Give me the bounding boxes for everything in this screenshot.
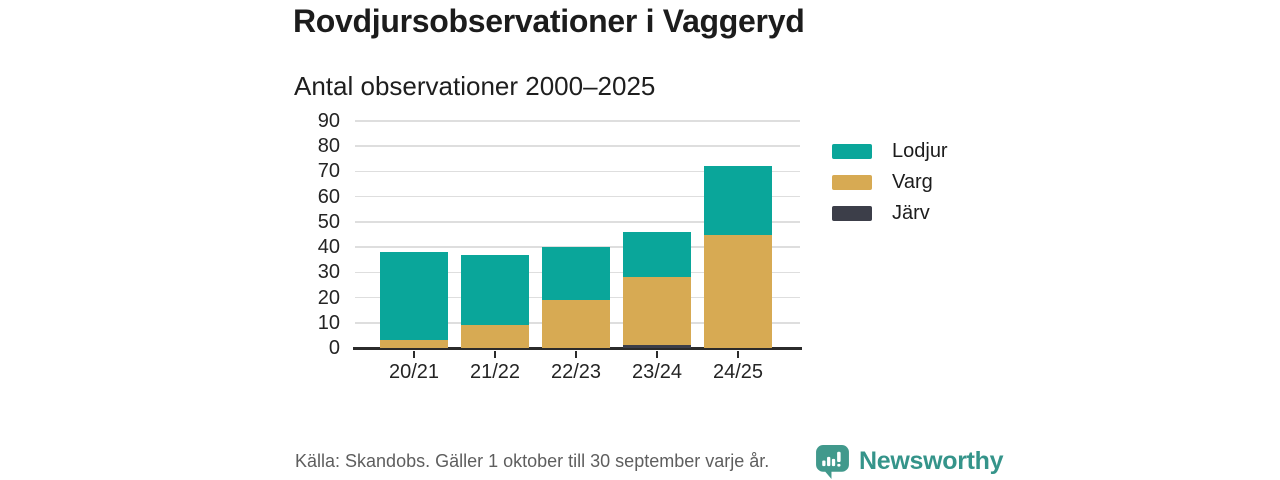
bar-segment-varg-23-24: [623, 277, 691, 346]
y-axis-label: 90: [317, 110, 340, 132]
gridline: [355, 170, 800, 173]
stacked-bar-chart: 0 10 20 30 40 50 60 70 80 90 20/21 21/22 22/23 23/24…: [295, 110, 948, 383]
y-axis-label: 50: [317, 210, 340, 233]
bar-segment-lodjur-22-23: [542, 247, 610, 301]
x-axis-tick: [575, 351, 577, 358]
y-axis-label: 40: [317, 236, 340, 259]
legend-label: Lodjur: [892, 140, 948, 162]
page-subtitle: Antal observationer 2000–2025: [294, 71, 656, 101]
x-axis-label: 21/22: [469, 361, 521, 383]
bar-segment-lodjur-21-22: [461, 254, 529, 326]
newsworthy-logo[interactable]: Newsworthy: [814, 443, 1004, 480]
newsworthy-icon: [814, 443, 851, 480]
bar-segment-varg-24-25: [704, 234, 772, 348]
x-axis-tick: [737, 351, 739, 358]
x-axis-tick: [656, 351, 658, 358]
x-axis-tick: [413, 351, 415, 358]
bar-segment-lodjur-23-24: [623, 232, 691, 278]
bar-segment-lodjur-20-21: [380, 252, 448, 341]
page-title: Rovdjursobservationer i Vaggeryd: [293, 3, 805, 39]
y-axis-label: 0: [328, 337, 340, 359]
bar-segment-varg-21-22: [461, 325, 529, 348]
legend-row-lodjur: Lodjur: [832, 140, 948, 163]
y-axis-label: 70: [317, 160, 340, 183]
legend-swatch-järv: [832, 206, 872, 221]
legend: Lodjur Varg Järv: [832, 140, 948, 233]
bar-segment-varg-20-21: [380, 340, 448, 348]
y-axis-labels: 0 10 20 30 40 50 60 70 80 90: [295, 110, 345, 359]
y-axis-label: 30: [317, 261, 340, 284]
x-axis-tick: [494, 351, 496, 358]
x-axis-label: 20/21: [388, 361, 440, 383]
x-axis-label: 23/24: [631, 361, 683, 383]
bar-segment-järv-23-24: [623, 345, 691, 348]
gridline: [355, 195, 800, 198]
legend-label: Varg: [892, 171, 933, 193]
legend-label: Järv: [892, 202, 930, 224]
bar-segment-lodjur-24-25: [704, 166, 772, 235]
legend-row-varg: Varg: [832, 171, 948, 194]
y-axis-label: 20: [317, 286, 340, 309]
x-axis-line: [353, 347, 802, 350]
y-axis-label: 80: [317, 135, 340, 158]
x-axis-label: 24/25: [712, 361, 764, 383]
newsworthy-wordmark: Newsworthy: [859, 447, 1004, 475]
source-note: Källa: Skandobs. Gäller 1 oktober till 3…: [295, 451, 770, 471]
x-axis-label: 22/23: [550, 361, 602, 383]
y-axis-label: 60: [317, 185, 340, 208]
plot-area: 20/21 21/22 22/23 23/24 24/25: [353, 120, 802, 383]
legend-swatch-varg: [832, 175, 872, 190]
bar-segment-varg-22-23: [542, 300, 610, 348]
legend-row-järv: Järv: [832, 202, 948, 225]
gridline: [355, 221, 800, 223]
gridline: [355, 145, 800, 147]
gridline: [355, 120, 800, 122]
y-axis-label: 10: [317, 311, 340, 334]
legend-swatch-lodjur: [832, 144, 872, 159]
